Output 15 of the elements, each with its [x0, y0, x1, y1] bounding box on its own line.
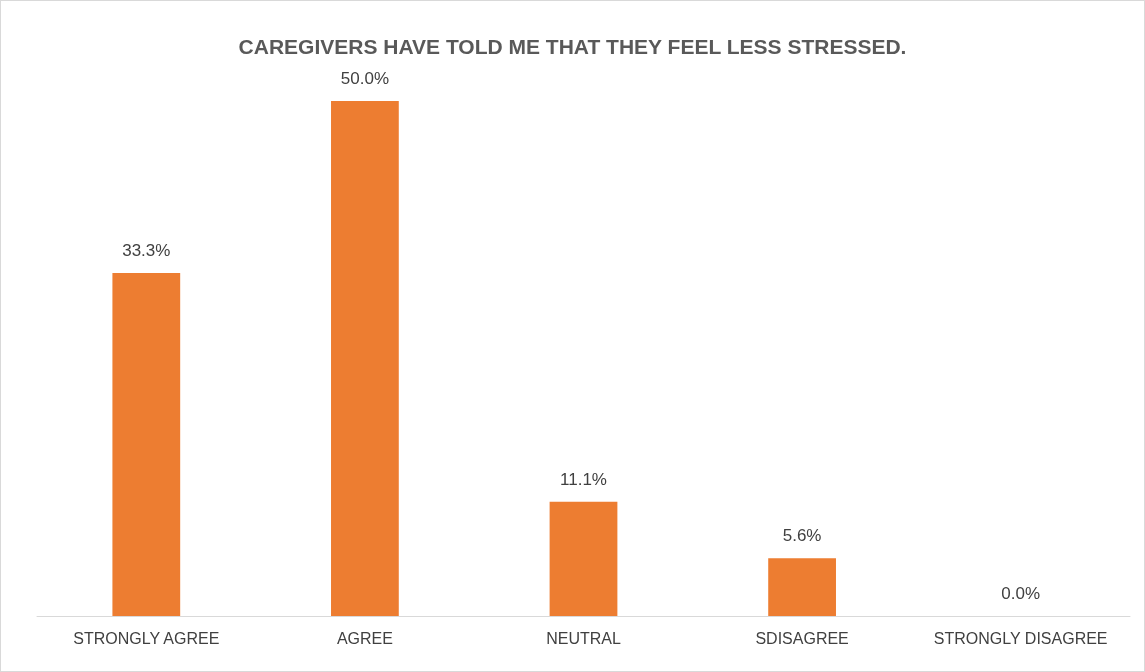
data-label: 33.3%	[122, 241, 171, 261]
bar	[768, 558, 836, 616]
bar	[331, 101, 399, 616]
x-tick-label: STRONGLY DISAGREE	[933, 629, 1108, 647]
data-label: 0.0%	[1001, 584, 1041, 603]
bar	[549, 501, 618, 616]
x-tick-label: SDISAGREE	[755, 629, 849, 647]
x-tick-label: AGREE	[336, 629, 393, 647]
bar	[112, 273, 181, 616]
data-label: 11.1%	[560, 469, 607, 489]
x-tick-label: STRONGLY AGREE	[73, 629, 220, 647]
chart-title: CAREGIVERS HAVE TOLD ME THAT THEY FEEL LESS STRESSED.	[238, 35, 907, 58]
data-label: 5.6%	[782, 526, 822, 546]
data-label: 50.0%	[340, 69, 389, 88]
x-tick-label: NEUTRAL	[546, 629, 621, 647]
